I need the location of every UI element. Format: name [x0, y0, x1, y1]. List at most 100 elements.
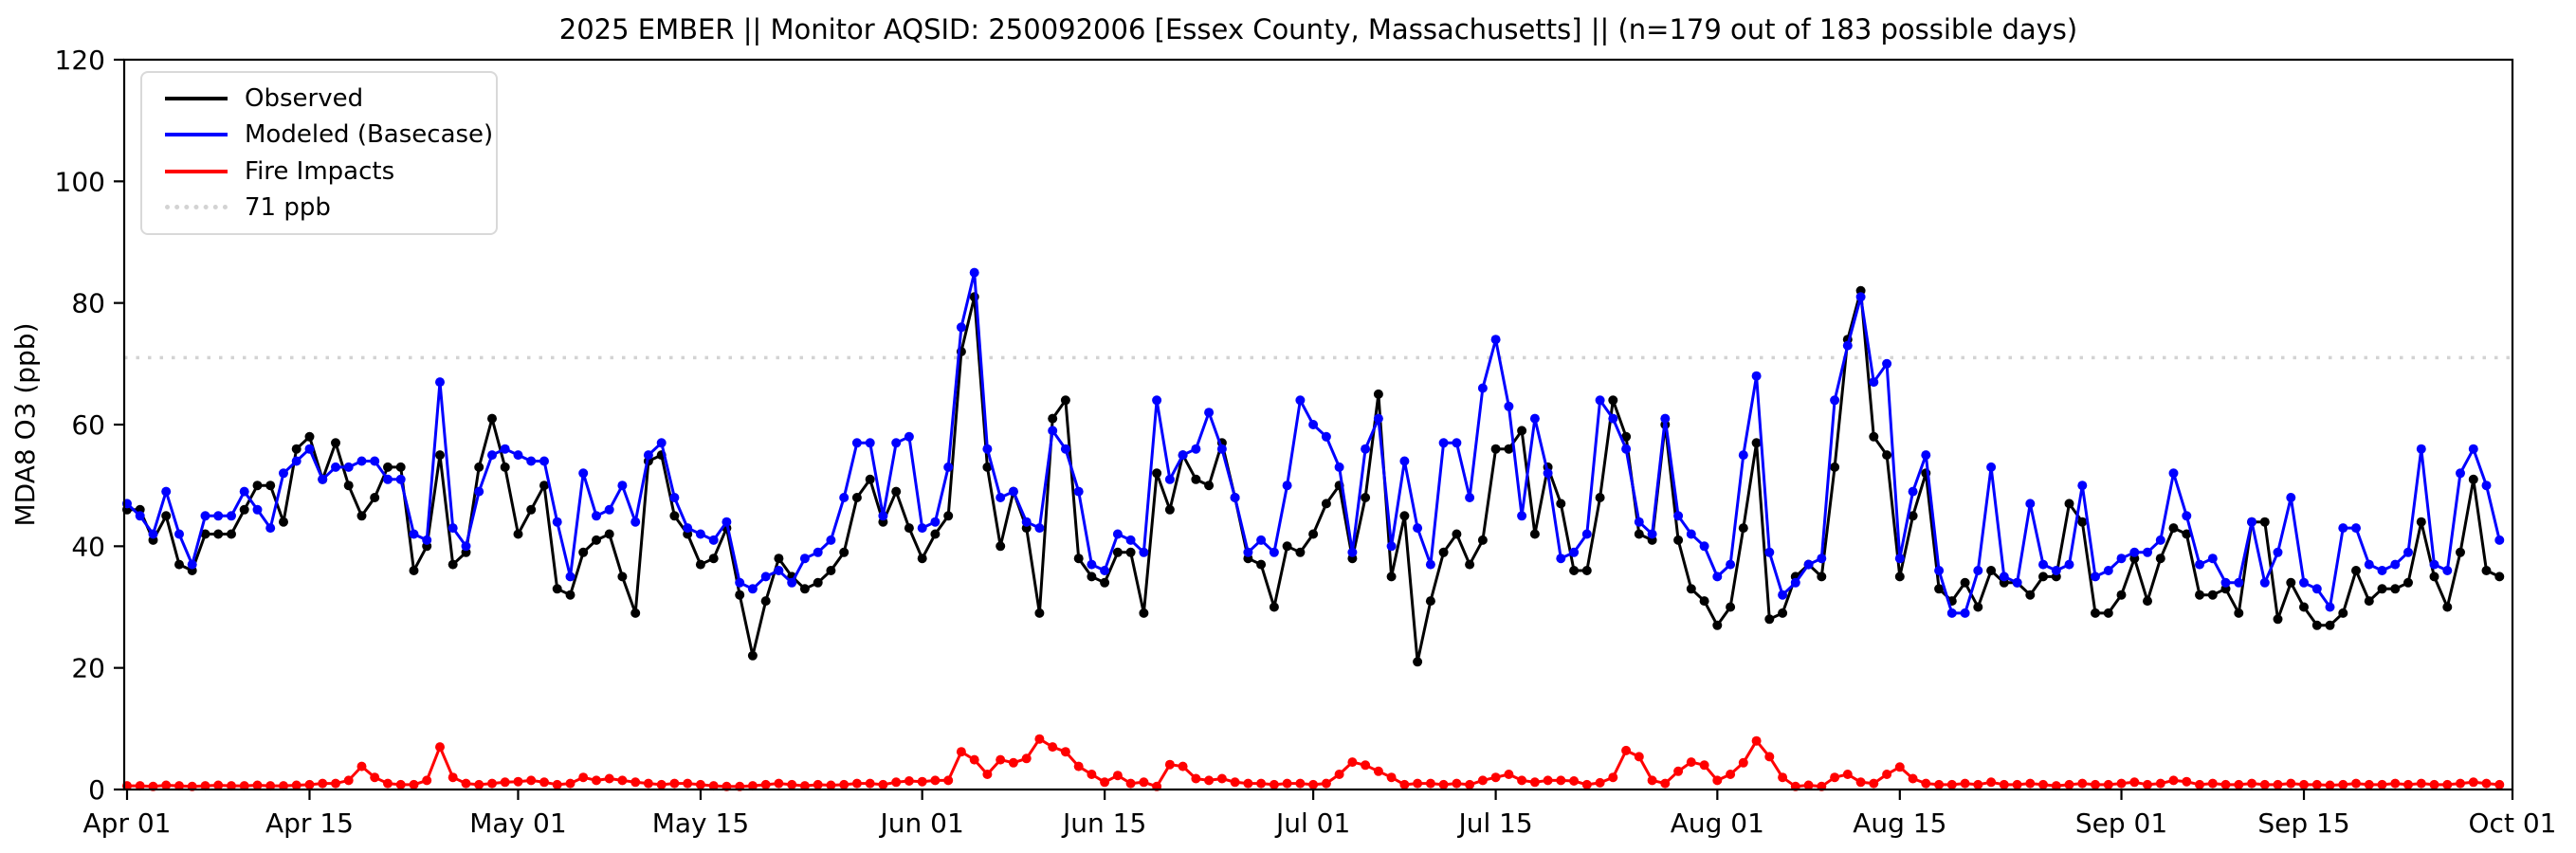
data-point — [2377, 779, 2387, 789]
data-point — [1569, 547, 1580, 557]
data-point — [2364, 559, 2374, 570]
x-axis: Apr 01 Apr 15 May 01 May 15 Jun 01 Jun 15 Jul … — [83, 789, 2557, 839]
data-point — [539, 481, 549, 491]
data-point — [461, 541, 471, 552]
x-tick-label: Oct 01 — [2469, 808, 2557, 839]
data-point — [565, 572, 575, 582]
data-point — [2351, 523, 2361, 534]
data-point — [1830, 462, 1840, 472]
data-point — [2025, 590, 2036, 600]
series-modeled-basecase- — [122, 267, 2505, 618]
data-point — [227, 781, 236, 791]
data-point — [943, 462, 954, 472]
data-point — [826, 535, 836, 545]
data-point — [1986, 462, 1997, 472]
data-point — [1413, 657, 1423, 667]
data-point — [1647, 775, 1657, 786]
data-point — [265, 523, 276, 534]
data-point — [1738, 450, 1748, 461]
data-point — [1230, 777, 1240, 788]
data-point — [760, 572, 771, 582]
data-point — [1517, 511, 1527, 521]
data-point — [917, 554, 927, 564]
data-point — [2351, 566, 2361, 575]
data-point — [279, 468, 288, 479]
data-point — [1504, 770, 1514, 779]
data-point — [422, 535, 432, 545]
data-point — [1438, 547, 1449, 557]
data-point — [1529, 413, 1540, 424]
data-point — [2155, 535, 2165, 545]
data-point — [343, 481, 354, 491]
data-point — [2494, 779, 2505, 789]
data-point — [1295, 778, 1306, 789]
data-point — [747, 584, 758, 594]
data-point — [1803, 559, 1814, 570]
x-tick-label: Jul 15 — [1456, 808, 1532, 839]
data-point — [2416, 517, 2426, 527]
data-point — [643, 778, 653, 789]
data-point — [435, 742, 445, 753]
data-point — [1425, 559, 1435, 570]
data-point — [1139, 608, 1149, 618]
data-point — [1686, 529, 1696, 539]
data-point — [1465, 779, 1475, 789]
legend-label: Modeled (Basecase) — [245, 120, 494, 150]
data-point — [2325, 602, 2335, 612]
data-point — [604, 773, 614, 784]
data-point — [1048, 742, 1058, 753]
data-point — [2051, 781, 2061, 791]
data-point — [1347, 757, 1358, 768]
data-point — [2116, 590, 2127, 600]
data-point — [2247, 778, 2256, 789]
data-point — [1034, 734, 1045, 744]
data-point — [1686, 584, 1696, 594]
data-point — [370, 456, 380, 466]
data-point — [1504, 401, 1514, 411]
data-point — [304, 779, 315, 789]
data-point — [356, 456, 367, 466]
data-point — [1973, 779, 1983, 789]
data-point — [1751, 371, 1762, 381]
data-point — [1373, 413, 1383, 424]
data-point — [904, 523, 914, 534]
data-point — [1869, 377, 1879, 388]
legend-line-sample — [165, 205, 228, 210]
data-point — [1855, 777, 1866, 788]
data-point — [2103, 779, 2113, 789]
data-point — [174, 781, 184, 791]
data-point — [669, 511, 680, 521]
data-point — [1894, 762, 1905, 772]
data-point — [813, 577, 823, 588]
data-point — [2416, 778, 2426, 789]
legend-label: Fire Impacts — [245, 156, 395, 186]
data-point — [1973, 602, 1983, 612]
data-point — [1894, 572, 1905, 582]
data-point — [1712, 620, 1723, 630]
data-point — [1921, 778, 1931, 789]
data-point — [1699, 596, 1709, 607]
data-point — [2273, 614, 2283, 625]
data-point — [2091, 779, 2100, 789]
x-tick-label: Aug 01 — [1671, 808, 1764, 839]
data-point — [1621, 431, 1632, 442]
data-point — [2442, 779, 2453, 789]
data-point — [1999, 572, 2009, 582]
data-point — [2220, 779, 2231, 789]
data-point — [2129, 547, 2140, 557]
data-point — [1164, 759, 1175, 770]
data-point — [2116, 554, 2127, 564]
data-point — [135, 781, 145, 791]
data-point — [643, 450, 653, 461]
data-point — [500, 777, 510, 788]
data-point — [1399, 456, 1410, 466]
data-point — [1764, 614, 1775, 625]
x-tick-label: Jul 01 — [1274, 808, 1350, 839]
data-point — [1764, 547, 1775, 557]
data-point — [552, 584, 562, 594]
data-point — [2091, 572, 2100, 582]
data-point — [2403, 577, 2413, 588]
data-point — [1361, 444, 1371, 454]
data-point — [2182, 529, 2192, 539]
data-point — [930, 517, 941, 527]
